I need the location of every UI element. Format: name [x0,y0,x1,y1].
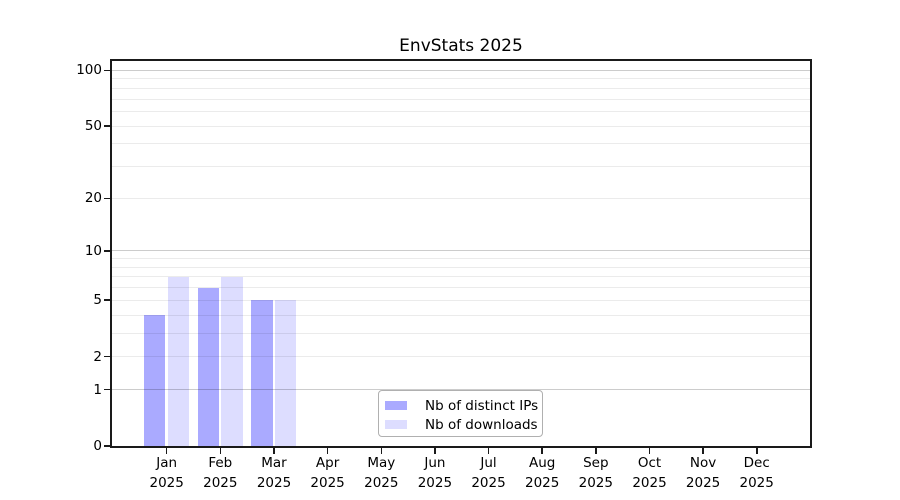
y-tick-label: 20 [84,190,102,207]
year-label: 2025 [578,474,613,491]
minor-gridline [112,87,810,89]
year-label: 2025 [471,474,506,491]
legend-item-label: Nb of downloads [425,416,538,433]
y-tick [104,125,110,127]
month-label: Jul [480,455,497,471]
year-label: 2025 [364,474,399,491]
legend-item: Nb of distinct IPs [385,396,538,415]
month-label: Jan [156,455,178,471]
minor-gridline [112,266,810,268]
y-tick [104,250,110,252]
x-tick [165,448,168,454]
bar-distinct-ips-mar [251,300,273,446]
bar-distinct-ips-feb [197,287,220,446]
minor-gridline [112,276,810,278]
x-tick-label-aug: Aug 2025 [507,454,577,493]
y-tick-label: 1 [93,381,102,398]
year-label: 2025 [632,474,667,491]
minor-gridline [112,143,810,145]
x-tick-label-oct: Oct 2025 [615,454,685,493]
x-tick [756,448,758,454]
legend: Nb of distinct IPs Nb of downloads [378,390,543,437]
legend-item: Nb of downloads [385,415,538,434]
month-label: May [367,455,396,471]
year-label: 2025 [203,474,238,491]
minor-gridline [112,98,810,100]
month-label: Dec [743,455,770,471]
x-tick-label-jun: Jun 2025 [400,454,470,493]
month-label: Oct [637,455,662,471]
major-gridline [112,250,810,252]
x-tick-label-feb: Feb 2025 [185,454,255,493]
minor-gridline [112,356,810,358]
minor-gridline [112,197,810,199]
month-label: Feb [208,455,233,471]
x-tick [595,448,597,454]
x-tick-label-nov: Nov 2025 [668,454,738,493]
year-label: 2025 [525,474,560,491]
legend-swatch-distinct-ips [385,401,407,410]
bar-distinct-ips-jan [144,315,166,446]
y-tick-label: 5 [93,292,102,309]
x-tick-label-mar: Mar 2025 [239,454,309,493]
year-label: 2025 [310,474,345,491]
x-tick-label-apr: Apr 2025 [293,454,363,493]
minor-gridline [112,287,810,289]
x-tick [541,448,543,454]
minor-gridline [112,299,810,301]
major-gridline [112,389,810,391]
bar-downloads-jan [167,276,189,446]
year-label: 2025 [256,474,292,491]
legend-item-label: Nb of distinct IPs [425,397,539,414]
y-tick-label: 2 [93,348,102,365]
x-tick [487,448,490,454]
year-label: 2025 [417,474,453,491]
y-tick [104,355,110,358]
x-tick-label-jan: Jan 2025 [132,454,202,493]
minor-gridline [112,110,810,112]
y-tick [104,197,110,199]
bar-downloads-mar [274,300,297,446]
x-tick [702,448,704,454]
month-label: Sep [583,455,609,471]
y-tick-label: 10 [84,242,102,259]
year-label: 2025 [739,474,774,491]
minor-gridline [112,258,810,260]
x-tick-label-may: May 2025 [346,454,416,493]
year-label: 2025 [685,474,721,491]
y-tick-label: 100 [76,62,102,79]
y-tick [104,388,110,391]
plot-area [110,59,812,448]
chart-title: EnvStats 2025 [399,36,523,56]
month-label: Jun [424,455,446,471]
month-label: Mar [261,455,287,471]
bar-downloads-feb [221,276,243,446]
x-tick [648,448,651,454]
minor-gridline [112,78,810,80]
x-tick [380,448,382,454]
y-tick [104,299,110,301]
x-tick-label-jul: Jul 2025 [454,454,524,493]
year-label: 2025 [149,474,184,491]
legend-swatch-downloads [385,420,407,429]
y-tick [104,445,110,447]
y-tick-label: 50 [84,118,102,134]
x-tick-label-dec: Dec 2025 [722,454,792,493]
x-tick [434,448,436,454]
x-tick [326,448,329,454]
x-tick-label-sep: Sep 2025 [561,454,631,493]
x-tick [219,448,222,454]
month-label: Aug [529,455,556,471]
minor-gridline [112,125,810,127]
y-tick-label: 0 [93,438,102,454]
month-label: Nov [689,455,717,471]
minor-gridline [112,314,810,316]
x-tick [273,448,275,454]
minor-gridline [112,332,810,334]
month-label: Apr [315,455,340,471]
y-tick [104,69,110,72]
major-gridline [112,69,810,71]
minor-gridline [112,166,810,167]
